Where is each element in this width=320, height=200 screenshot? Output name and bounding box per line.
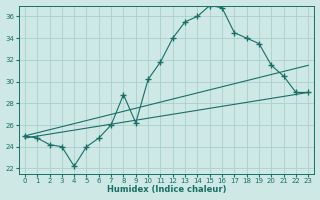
X-axis label: Humidex (Indice chaleur): Humidex (Indice chaleur): [107, 185, 226, 194]
